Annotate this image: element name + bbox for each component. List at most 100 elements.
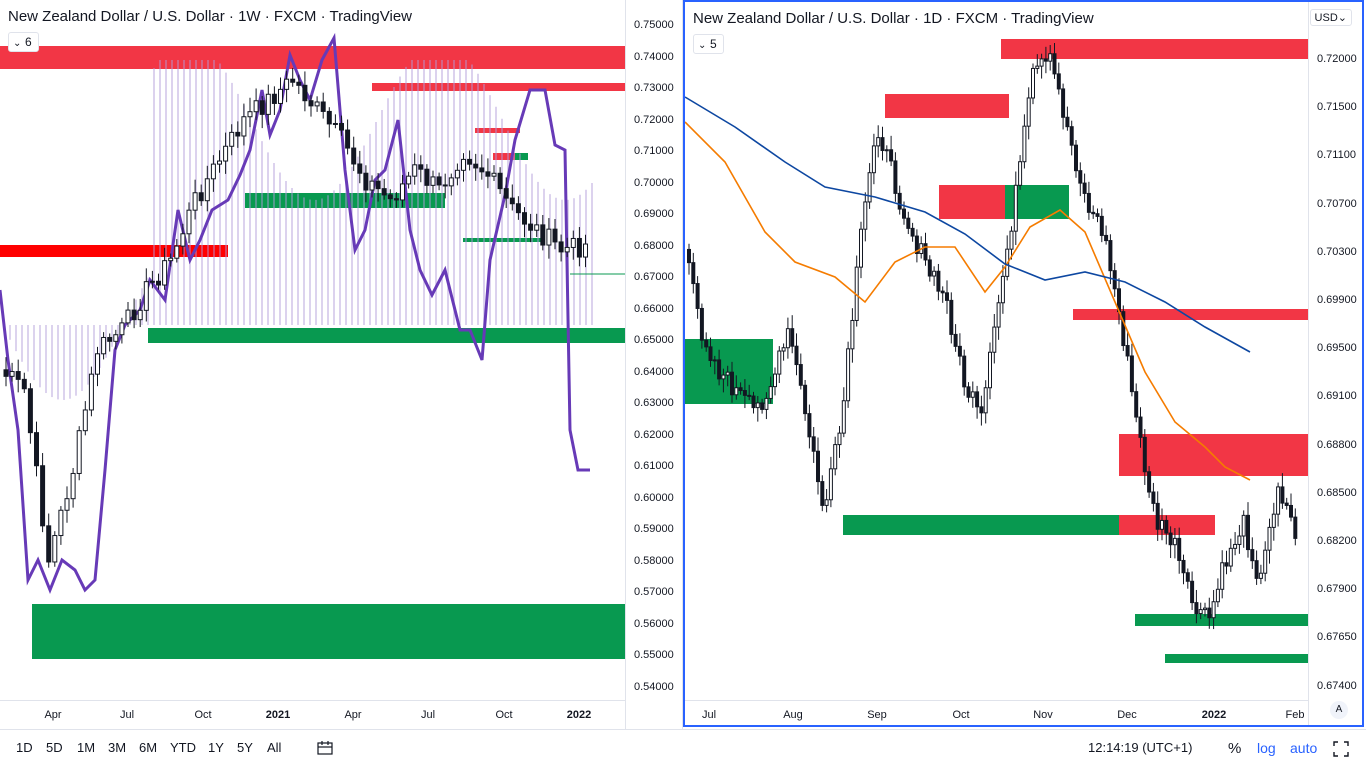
candle-body — [412, 164, 418, 177]
chevron-down-icon: ⌄ — [1337, 12, 1347, 24]
candle-body — [803, 384, 808, 415]
price-tick: 0.70000 — [634, 176, 674, 189]
percent-toggle[interactable]: % — [1228, 740, 1242, 757]
candle-body — [979, 406, 984, 414]
candle-body — [454, 169, 460, 179]
candle-body — [816, 450, 820, 483]
price-tick: 0.69100 — [1317, 390, 1357, 403]
price-tick: 0.71500 — [1317, 101, 1357, 114]
candle-body — [320, 101, 326, 112]
candle-body — [576, 237, 582, 258]
daily-indicators-toggle[interactable]: ⌄ 5 — [693, 34, 724, 54]
daily-chart-canvas[interactable] — [685, 2, 1308, 700]
candle-body — [15, 371, 21, 380]
candle-body — [1099, 215, 1104, 236]
candle-body — [1000, 275, 1005, 304]
candle-body — [1203, 607, 1207, 611]
demand-zone — [1225, 614, 1308, 626]
range-ytd-button[interactable]: YTD — [170, 740, 196, 755]
candle-body — [1043, 58, 1048, 62]
candle-body — [247, 111, 253, 118]
price-tick: 0.69000 — [634, 208, 674, 220]
candle-body — [564, 246, 570, 253]
candle-body — [949, 299, 954, 335]
candle-body — [332, 122, 338, 125]
goto-date-icon[interactable] — [316, 739, 334, 760]
candle-body — [107, 336, 113, 342]
candle-body — [400, 183, 405, 201]
price-tick: 0.72000 — [1317, 53, 1357, 65]
price-tick: 0.55000 — [634, 649, 674, 661]
time-tick: 2022 — [566, 709, 592, 721]
price-tick: 0.62000 — [634, 428, 674, 441]
candle-body — [820, 481, 825, 506]
range-1m-button[interactable]: 1M — [77, 740, 96, 755]
candle-body — [1138, 416, 1143, 438]
candle-body — [850, 319, 855, 350]
range-6m-button[interactable]: 6M — [139, 740, 158, 755]
candle-body — [284, 78, 290, 90]
candle-body — [695, 283, 700, 309]
candle-body — [149, 280, 155, 283]
candle-body — [101, 336, 107, 355]
weekly-price-scale[interactable]: 0.75000 0.74000 0.73000 0.72000 0.71000 0.700… — [625, 0, 682, 729]
range-3m-button[interactable]: 3M — [108, 740, 127, 755]
candle-body — [1198, 609, 1203, 615]
price-tick: 0.57000 — [634, 586, 674, 598]
candle-body — [357, 163, 363, 174]
daily-chart-pane[interactable]: New Zealand Dollar / U.S. Dollar · 1D · … — [683, 0, 1364, 727]
log-toggle[interactable]: log — [1257, 740, 1276, 756]
range-5y-button[interactable]: 5Y — [237, 740, 253, 755]
daily-time-scale[interactable]: Jul Aug Sep Oct Nov Dec 2022 Feb — [685, 700, 1308, 725]
range-1d-button[interactable]: 1D — [16, 740, 33, 755]
price-tick: 0.64000 — [634, 365, 674, 378]
candle-body — [546, 228, 552, 246]
candle-body — [479, 167, 485, 173]
range-all-button[interactable]: All — [267, 740, 282, 755]
candle-body — [846, 348, 851, 402]
demand-zone — [463, 238, 545, 242]
candle-body — [1267, 526, 1272, 551]
candle-body — [1271, 513, 1276, 528]
range-5d-button[interactable]: 5D — [46, 740, 63, 755]
candle-body — [1078, 170, 1083, 184]
currency-selector[interactable]: USD⌄ — [1309, 9, 1352, 26]
auto-scale-button[interactable]: A — [1330, 701, 1348, 719]
candle-body — [760, 402, 765, 410]
candle-body — [1211, 601, 1216, 619]
candle-body — [730, 371, 734, 396]
candle-body — [699, 307, 704, 341]
candle-body — [497, 172, 503, 190]
clock[interactable]: 12:14:19 (UTC+1) — [1088, 740, 1193, 755]
demand-zone — [245, 193, 445, 208]
candle-body — [253, 100, 259, 113]
candle-body — [485, 171, 491, 177]
candle-body — [781, 347, 786, 352]
candle-body — [1220, 562, 1225, 590]
candle-body — [1168, 532, 1173, 546]
weekly-indicators-toggle[interactable]: ⌄ 6 — [8, 32, 39, 52]
weekly-chart-canvas[interactable] — [0, 0, 625, 700]
daily-price-scale[interactable]: 0.72000 0.71500 0.71100 0.70700 0.70300 0.699… — [1308, 2, 1362, 725]
candle-body — [9, 371, 15, 377]
candle-body — [265, 93, 271, 115]
supply-zone — [0, 46, 625, 69]
range-1y-button[interactable]: 1Y — [208, 740, 224, 755]
candle-body — [1095, 213, 1100, 217]
candle-body — [418, 164, 424, 170]
weekly-time-scale[interactable]: Apr Jul Oct 2021 Apr Jul Oct 2022 — [0, 700, 625, 729]
fullscreen-icon[interactable] — [1332, 740, 1350, 761]
candle-body — [125, 309, 131, 324]
candle-body — [1237, 535, 1242, 545]
demand-zone — [843, 515, 1119, 535]
candle-body — [64, 498, 70, 511]
candle-body — [204, 178, 210, 202]
demand-zone — [32, 604, 625, 659]
candle-body — [534, 224, 540, 231]
candle-body — [798, 364, 803, 386]
price-tick: 0.59000 — [634, 523, 674, 535]
auto-toggle[interactable]: auto — [1290, 740, 1318, 756]
candle-body — [326, 110, 332, 125]
candle-body — [552, 228, 558, 243]
weekly-chart-pane[interactable]: New Zealand Dollar / U.S. Dollar · 1W · … — [0, 0, 683, 729]
